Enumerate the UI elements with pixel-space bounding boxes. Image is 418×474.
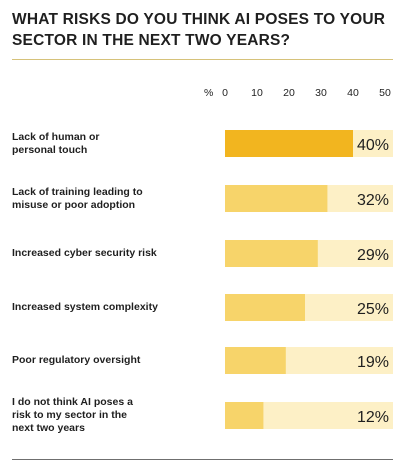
bar [225, 185, 328, 212]
value-label: 25% [357, 301, 389, 318]
title-divider [12, 59, 393, 60]
value-label: 12% [357, 409, 389, 426]
bar [225, 240, 318, 267]
category-label: Lack of training leading to misuse or poo… [12, 186, 172, 212]
category-label-line: I do not think AI poses a [12, 396, 133, 408]
category-label-line: next two years [12, 422, 85, 434]
x-tick-label: 0 [222, 87, 228, 99]
category-label-line: Lack of human or [12, 130, 100, 143]
category-label-line: Increased cyber security risk [12, 247, 157, 259]
category-label: I do not think AI poses a risk to my sect… [12, 396, 172, 435]
category-label: Increased system complexity [12, 301, 172, 314]
x-tick-label: 30 [315, 87, 327, 99]
category-label-line: risk to my sector in the [12, 409, 127, 421]
x-tick-label: 20 [283, 87, 295, 99]
value-label: 19% [357, 354, 389, 371]
chart-title: WHAT RISKS DO YOU THINK AI POSES TO YOUR… [12, 11, 386, 49]
value-label: 32% [357, 192, 389, 209]
bar [225, 347, 286, 374]
x-tick-label: 40 [347, 87, 359, 99]
value-label: 40% [357, 137, 389, 154]
x-tick-label: 50 [379, 87, 391, 99]
category-label: Increased cyber security risk [12, 247, 172, 260]
value-label: 29% [357, 247, 389, 264]
category-label: Poor regulatory oversight [12, 354, 172, 367]
category-label-line: Lack of training leading to [12, 185, 143, 198]
category-label-line: Increased system complexity [12, 301, 158, 313]
category-label-line: misuse or poor adoption [12, 198, 136, 211]
bar [225, 130, 353, 157]
category-label-line: Poor regulatory oversight [12, 354, 141, 366]
category-label-line: personal touch [12, 143, 88, 156]
axis-unit-label: % [204, 87, 213, 99]
bottom-divider [12, 459, 393, 460]
category-label: Lack of human or personal touch [12, 131, 172, 157]
bar [225, 402, 264, 429]
x-tick-label: 10 [251, 87, 263, 99]
bar [225, 294, 305, 321]
